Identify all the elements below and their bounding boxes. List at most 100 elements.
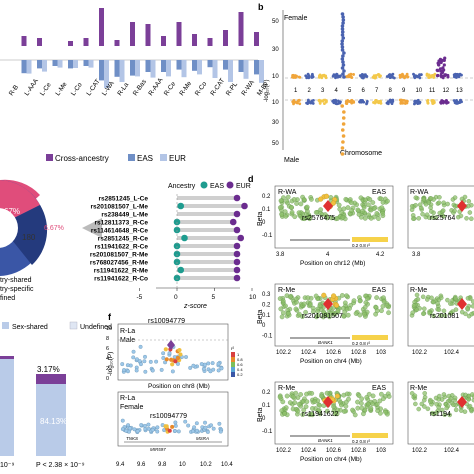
variant-point bbox=[366, 202, 371, 208]
donut-center-count: 180 bbox=[22, 233, 36, 242]
variant-point-right bbox=[467, 403, 473, 409]
variant-point bbox=[385, 198, 390, 204]
variant-point bbox=[331, 311, 337, 317]
female-peak-point bbox=[340, 42, 344, 46]
locus-point-top bbox=[161, 351, 166, 356]
locus-point-bottom bbox=[155, 429, 160, 434]
locus-point-bottom bbox=[139, 423, 144, 427]
female-point bbox=[321, 73, 325, 77]
variant-point bbox=[374, 401, 380, 407]
variant-point-right bbox=[438, 295, 444, 301]
locus-point-top bbox=[150, 368, 155, 373]
locus-r2-swatch bbox=[231, 372, 235, 377]
variant-point-right bbox=[448, 396, 454, 401]
regional-plot-xtick: 4.2 bbox=[376, 252, 385, 258]
locus-r2-title: r² bbox=[231, 346, 234, 351]
variant-point-right bbox=[448, 310, 454, 316]
male-point bbox=[323, 102, 326, 106]
locus-r2-label: 0.8 bbox=[237, 357, 243, 362]
locus-point-top bbox=[175, 361, 180, 366]
variant-point bbox=[277, 205, 283, 210]
variant-point bbox=[357, 312, 363, 318]
high-ld-point bbox=[318, 196, 324, 202]
female-point bbox=[335, 73, 339, 76]
variant-point-right bbox=[428, 399, 433, 404]
locus-point-top bbox=[143, 369, 148, 374]
locus-high-ld-point-bottom bbox=[163, 424, 168, 429]
locus-high-ld-point bbox=[169, 357, 174, 362]
category-label: R-WA bbox=[240, 79, 256, 98]
variant-point bbox=[324, 390, 330, 396]
locus-point-top bbox=[131, 349, 136, 354]
bar-cross-ancestry bbox=[238, 12, 244, 46]
locus-point-top bbox=[219, 366, 224, 371]
high-ld-point bbox=[321, 292, 327, 298]
regional-plot-xtick: 4 bbox=[326, 252, 330, 258]
variant-point bbox=[322, 212, 328, 217]
bar-eur bbox=[228, 60, 233, 82]
locus-point-bottom bbox=[146, 422, 151, 427]
variant-point-right bbox=[436, 404, 441, 410]
variant-point bbox=[329, 215, 334, 221]
female-point bbox=[416, 75, 419, 79]
category-label: R-Bas bbox=[132, 78, 149, 97]
locus-point-top bbox=[154, 359, 159, 364]
variant-point bbox=[280, 298, 286, 304]
female-point bbox=[391, 72, 395, 76]
variant-point-right bbox=[414, 292, 420, 298]
variant-point bbox=[287, 400, 293, 405]
male-point bbox=[452, 99, 456, 102]
female-point bbox=[425, 73, 429, 77]
locus-r2-label: 0.6 bbox=[237, 362, 243, 367]
lead-snp-label-right: rs1194 bbox=[430, 411, 451, 418]
bar-eas bbox=[130, 60, 135, 76]
regional-plot-title-right: R-Me bbox=[410, 385, 427, 392]
variant-point bbox=[370, 200, 376, 205]
panel-b-label: b bbox=[258, 2, 264, 12]
male-point bbox=[350, 99, 354, 102]
locus-plot-xtick: 9.8 bbox=[158, 462, 167, 468]
bar-eur bbox=[243, 60, 249, 79]
high-ld-point bbox=[330, 200, 336, 206]
variant-point-right bbox=[463, 311, 468, 317]
variant-point bbox=[305, 295, 311, 301]
donut-pct-left: 67% bbox=[4, 207, 20, 216]
female-point bbox=[363, 74, 367, 78]
variant-point bbox=[359, 396, 365, 402]
variant-point-right bbox=[423, 202, 429, 207]
variant-point-right bbox=[435, 301, 440, 306]
panel-b-ytick: 50 bbox=[272, 19, 279, 25]
variant-point bbox=[282, 411, 288, 416]
variant-point-right bbox=[451, 402, 456, 408]
male-point bbox=[332, 98, 336, 102]
ancestry-legend-title: Ancestry bbox=[168, 183, 196, 190]
locus-point-top bbox=[199, 362, 204, 367]
lead-snp-label: rs11941622 bbox=[302, 411, 339, 418]
female-point bbox=[452, 75, 456, 79]
locus-point-top bbox=[142, 359, 147, 364]
male-peak-point bbox=[341, 122, 346, 126]
donut-legend-line: fined bbox=[0, 295, 15, 302]
donut-chart: 67% 180 6.67% try-shared try-specific fi… bbox=[0, 179, 64, 302]
regional-plot-title: R-Me bbox=[278, 385, 295, 392]
variant-point bbox=[335, 308, 341, 314]
locus-point-top bbox=[188, 365, 193, 370]
male-point bbox=[430, 99, 434, 103]
male-point bbox=[401, 101, 405, 105]
bar-eas bbox=[207, 60, 213, 68]
locus-r2-swatch bbox=[231, 362, 235, 367]
lead-snp-label: rs2576475 bbox=[302, 215, 335, 222]
panel-d-label: d bbox=[248, 174, 254, 184]
chromosome-tick: 6 bbox=[362, 88, 366, 94]
variant-point bbox=[303, 309, 308, 315]
variant-point-right bbox=[470, 299, 474, 304]
chromosome-tick: 3 bbox=[321, 88, 325, 94]
stacked-bar-2 bbox=[36, 384, 66, 456]
variant-point bbox=[278, 306, 284, 312]
variant-point-right bbox=[441, 392, 447, 397]
male-point bbox=[446, 101, 450, 104]
regional-plot-ylabel: Beta bbox=[257, 211, 264, 226]
variant-point bbox=[301, 301, 307, 307]
panel-e-pval-left: 10⁻⁹ bbox=[0, 462, 14, 469]
variant-point bbox=[340, 305, 346, 311]
